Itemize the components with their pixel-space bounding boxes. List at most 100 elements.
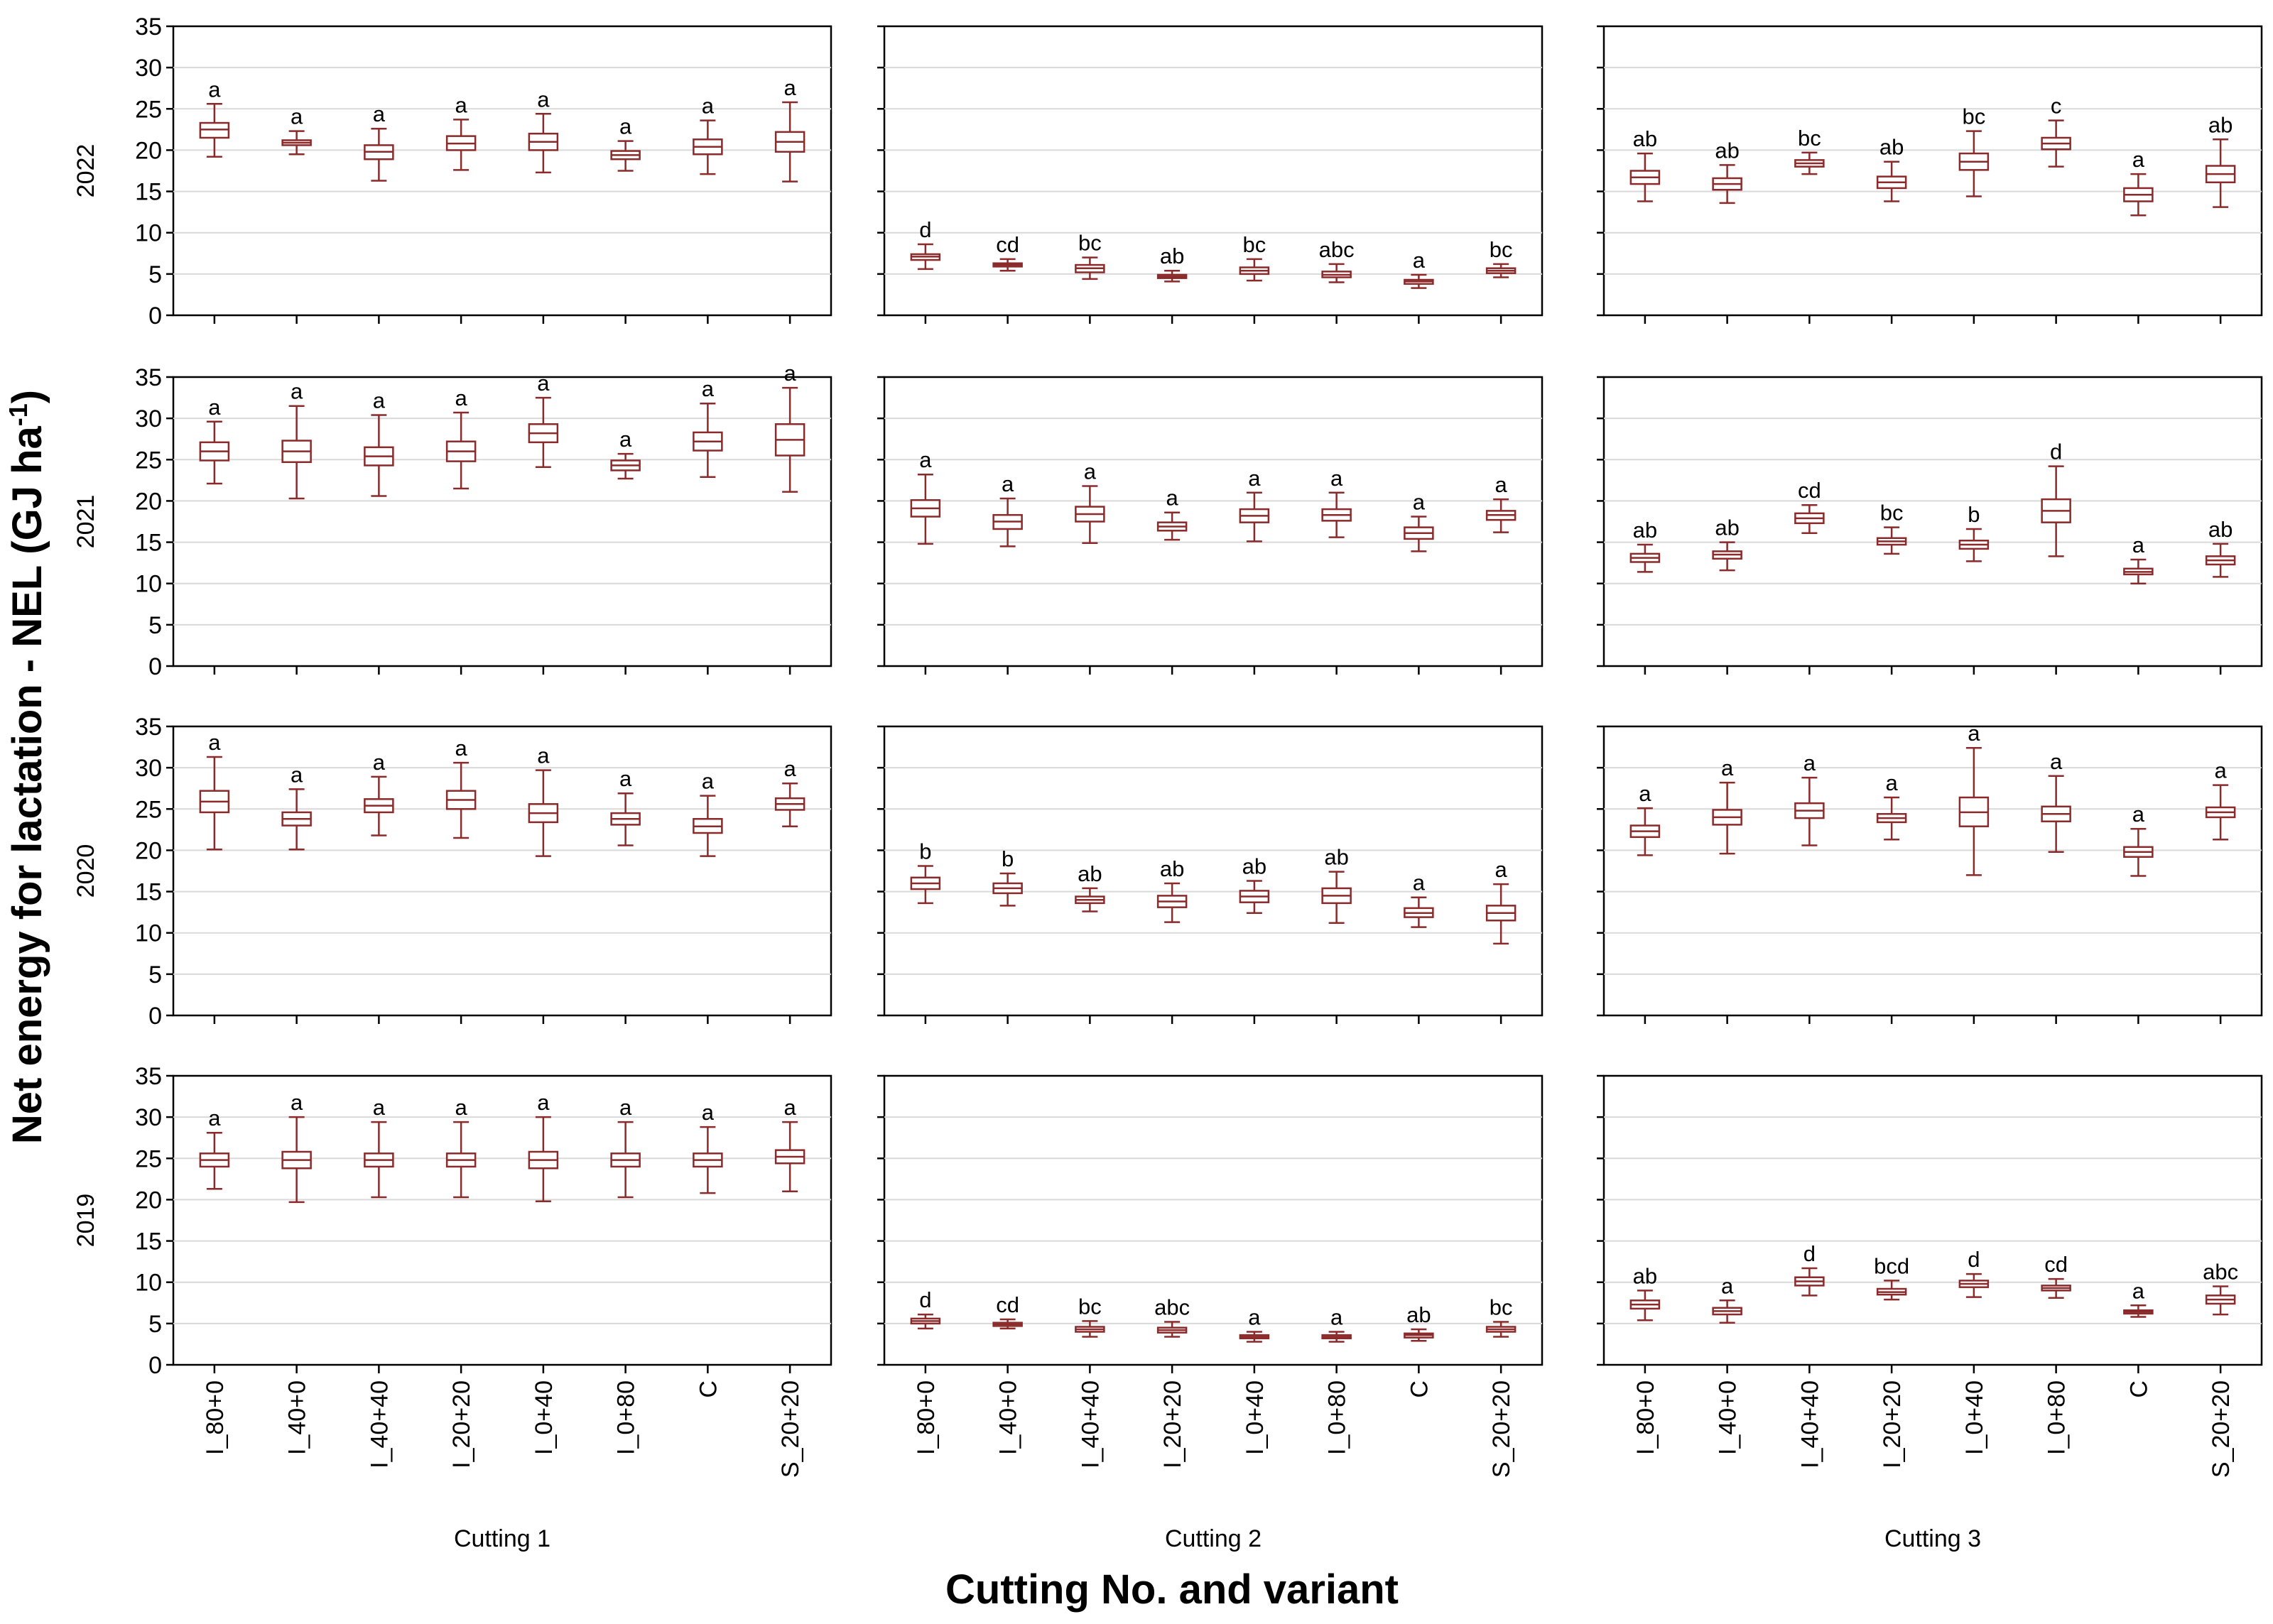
x-tick-label: I_40+0 <box>284 1380 311 1455</box>
significance-letter: d <box>1803 1241 1816 1266</box>
y-tick-label: 35 <box>135 1063 162 1090</box>
x-tick-label: C <box>695 1380 722 1398</box>
significance-letter: a <box>455 736 468 761</box>
significance-letter: a <box>619 766 632 791</box>
y-tick-label: 25 <box>135 1145 162 1172</box>
significance-letter: ab <box>1633 1263 1657 1288</box>
y-tick-label: 5 <box>148 261 162 288</box>
significance-letter: a <box>291 379 303 404</box>
x-tick-label: I_40+0 <box>1715 1380 1742 1455</box>
y-tick-label: 15 <box>135 179 162 206</box>
panel-frame <box>883 25 1544 317</box>
significance-letter: a <box>619 427 632 452</box>
significance-letter: c <box>2051 94 2062 119</box>
significance-letter: a <box>2132 802 2145 827</box>
significance-letter: a <box>291 104 303 129</box>
significance-letter: bc <box>1243 232 1266 257</box>
significance-letter: a <box>919 447 932 472</box>
panel: a a a a a a a a <box>877 376 1544 675</box>
y-tick-label: 5 <box>148 1311 162 1338</box>
x-tick-label: I_0+80 <box>1324 1380 1351 1455</box>
significance-letter: ab <box>1242 854 1266 878</box>
y-tick-label: 25 <box>135 96 162 123</box>
y-tick-label: 35 <box>135 714 162 741</box>
significance-letter: a <box>1721 756 1734 780</box>
cutting-label: Cutting 3 <box>1884 1525 1981 1552</box>
significance-letter: a <box>784 75 797 100</box>
y-tick-label: 20 <box>135 1187 162 1214</box>
panel-frame <box>172 1074 832 1366</box>
panel-frame <box>172 376 832 667</box>
significance-letter: a <box>1248 466 1261 491</box>
significance-letter: a <box>1495 472 1508 497</box>
year-label: 2021 <box>72 495 99 549</box>
panel: 0 5 10 15 20 25 30 35 a a a a a a a a <box>135 13 832 329</box>
panel: 0 5 10 15 20 25 30 35 a I_80+0 a I_40+0 a I_40+40 a I_2… <box>135 1063 832 1478</box>
significance-letter: abc <box>1154 1295 1190 1320</box>
significance-letter: bc <box>1490 237 1513 262</box>
y-tick-label: 0 <box>148 1003 162 1030</box>
significance-letter: b <box>1968 502 1980 527</box>
significance-letter: a <box>2132 147 2145 172</box>
significance-letter: b <box>919 839 931 864</box>
panel: 0 5 10 15 20 25 30 35 a a a a a a a a <box>135 361 832 680</box>
y-tick-label: 20 <box>135 837 162 864</box>
y-tick-label: 15 <box>135 1228 162 1255</box>
significance-letter: a <box>1413 490 1426 515</box>
y-tick-label: 35 <box>135 13 162 40</box>
y-tick-label: 20 <box>135 137 162 164</box>
x-tick-label: C <box>2125 1380 2152 1398</box>
panel-frame <box>1602 25 2263 317</box>
panel: b b ab ab ab ab a a <box>877 725 1544 1024</box>
significance-letter: bc <box>1490 1295 1513 1320</box>
y-tick-label: 35 <box>135 364 162 391</box>
significance-letter: a <box>455 92 468 117</box>
significance-letter: d <box>919 217 931 242</box>
significance-letter: ab <box>1715 516 1739 540</box>
significance-letter: ab <box>1160 244 1184 268</box>
significance-letter: abc <box>1319 237 1355 262</box>
x-tick-label: S_20+20 <box>777 1380 804 1478</box>
y-tick-label: 10 <box>135 920 162 947</box>
significance-letter: d <box>2050 440 2062 464</box>
significance-letter: a <box>373 102 386 126</box>
year-label: 2020 <box>72 844 99 898</box>
y-axis-title-superscript: -1 <box>4 403 33 426</box>
significance-letter: a <box>784 361 797 386</box>
y-axis-title-end: ) <box>4 390 50 403</box>
y-tick-label: 0 <box>148 303 162 329</box>
significance-letter: a <box>2050 749 2063 774</box>
significance-letter: a <box>537 371 550 396</box>
y-tick-label: 30 <box>135 55 162 82</box>
significance-letter: cd <box>996 1292 1019 1317</box>
significance-letter: d <box>1968 1247 1980 1272</box>
panel-frame <box>172 725 832 1017</box>
significance-letter: a <box>291 1090 303 1115</box>
cutting-label: Cutting 1 <box>454 1525 550 1552</box>
significance-letter: a <box>2132 533 2145 557</box>
significance-letter: a <box>291 762 303 787</box>
y-tick-label: 30 <box>135 405 162 432</box>
y-tick-label: 5 <box>148 961 162 988</box>
significance-letter: a <box>373 750 386 775</box>
significance-letter: a <box>1084 459 1097 484</box>
significance-letter: a <box>1166 486 1179 511</box>
y-tick-label: 10 <box>135 1270 162 1297</box>
significance-letter: a <box>784 1095 797 1120</box>
significance-letter: a <box>455 1095 468 1120</box>
significance-letter: cd <box>2044 1252 2068 1277</box>
panel-frame <box>1602 376 2263 667</box>
y-tick-label: 25 <box>135 447 162 474</box>
y-tick-label: 15 <box>135 530 162 557</box>
significance-letter: a <box>1413 871 1426 895</box>
significance-letter: a <box>208 1106 221 1130</box>
significance-letter: a <box>619 114 632 139</box>
significance-letter: bc <box>1078 1294 1102 1319</box>
significance-letter: a <box>619 1095 632 1120</box>
x-tick-label: I_0+80 <box>613 1380 640 1455</box>
significance-letter: a <box>1002 472 1014 496</box>
significance-letter: a <box>1886 770 1899 795</box>
y-tick-label: 30 <box>135 755 162 782</box>
